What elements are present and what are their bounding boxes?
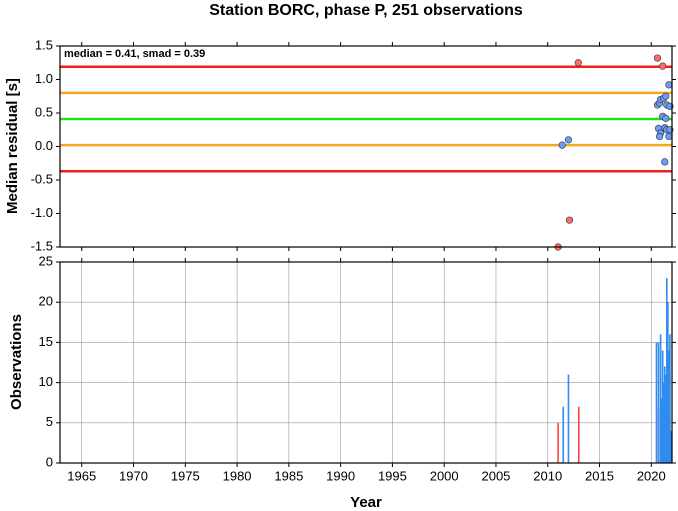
panel: -1.5 -1.0 -0.5 0.0 0.5 1.0 1.5 [31,37,676,253]
x-tick-label: 1965 [67,468,96,483]
data-point [665,81,673,89]
data-point [564,136,573,144]
y-tick-label: 25 [39,253,53,268]
y-tick-label: -1.0 [31,205,53,220]
y-tick-label: 0 [46,454,53,469]
data-point [574,59,582,67]
y-tick-label: 5 [46,414,53,429]
plot-frame [59,261,673,464]
x-tick-label: 1985 [274,468,303,483]
y-axis-label: Observations [8,314,25,410]
data-point [655,132,664,141]
data-point [661,158,669,166]
x-tick-label: 2000 [430,468,459,483]
y-tick-label: -0.5 [31,171,53,186]
data-point [653,54,662,62]
x-tick-label: 2015 [585,468,614,483]
x-tick-label: 1995 [378,468,407,483]
data-point [662,92,670,100]
data-point [662,114,670,122]
annotation: median = 0.41, smad = 0.39 [64,48,205,60]
data-point [659,62,667,70]
panel: 1965 1970 1975 1980 1985 1990 1995 2000 2005 2010… [39,253,676,483]
x-tick-label: 2005 [481,468,510,483]
y-tick-label: 0.0 [35,138,53,153]
x-tick-label: 1990 [326,468,355,483]
data-point [565,216,574,224]
y-tick-label: 1.5 [35,37,53,52]
data-point [558,141,566,149]
y-tick-label: -1.5 [31,238,53,253]
plot-frame [59,45,673,248]
x-tick-label: 2020 [637,468,666,483]
y-tick-label: 10 [39,374,53,389]
x-tick-label: 2010 [533,468,562,483]
y-tick-label: 1.0 [35,71,53,86]
x-tick-label: 1970 [119,468,148,483]
y-tick-label: 15 [39,334,53,349]
data-point [665,132,673,141]
y-tick-label: 0.5 [35,104,53,119]
y-axis-label: Median residual [s] [4,78,21,214]
x-tick-label: 1980 [223,468,252,483]
y-tick-label: 20 [39,294,53,309]
x-tick-label: 1975 [171,468,200,483]
chart-title: Station BORC, phase P, 251 observations [209,2,523,19]
x-axis-label: Year [350,494,382,511]
